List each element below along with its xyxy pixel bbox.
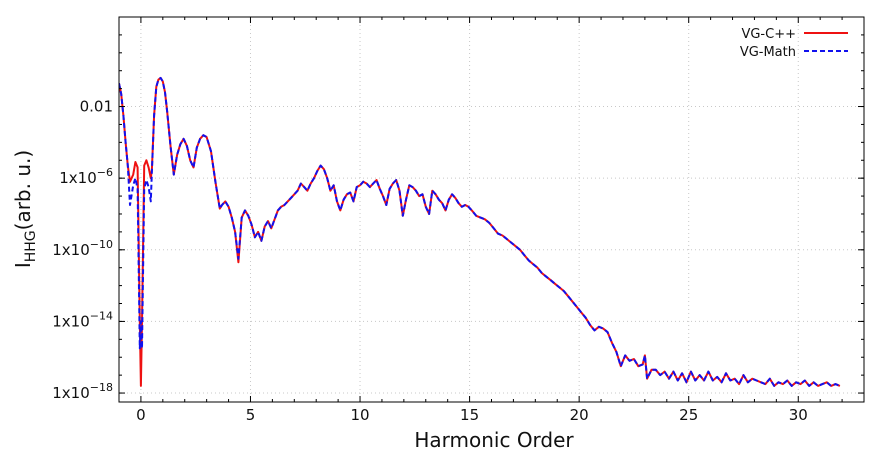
y-axis-title-sub: HHG <box>23 230 39 262</box>
series-layer <box>119 76 841 387</box>
x-tick-label: 10 <box>350 406 369 424</box>
y-axis-title: IHHG(arb. u.) <box>11 150 39 268</box>
y-tick-label-base: 0.01 <box>80 98 113 116</box>
y-tick-label-base: 1x10 <box>59 169 97 187</box>
x-axis-title: Harmonic Order <box>414 428 574 452</box>
grid-lines <box>119 17 864 402</box>
y-tick-label-base: 1x10 <box>52 312 90 330</box>
legend-label-vg-math: VG-Math <box>740 45 796 60</box>
x-tick-label: 30 <box>789 406 808 424</box>
y-axis-title-tail: (arb. u.) <box>11 150 35 231</box>
y-tick-label: 0.01 <box>80 98 113 116</box>
legend: VG-C++ VG-Math <box>740 27 848 60</box>
series-line-vg-cpp <box>119 76 841 387</box>
y-tick-label-base: 1x10 <box>52 384 90 402</box>
x-tick-labels: 0 5 10 15 20 25 30 <box>136 406 808 424</box>
x-tick-label: 20 <box>570 406 589 424</box>
axis-ticks <box>118 16 865 402</box>
y-tick-label-exp: −6 <box>97 166 113 179</box>
x-tick-label: 0 <box>136 406 146 424</box>
series-line-vg-math <box>119 76 841 387</box>
y-tick-label-exp: −14 <box>90 309 113 322</box>
x-tick-label: 25 <box>679 406 698 424</box>
y-axis-title-main: I <box>11 262 35 268</box>
x-tick-label: 5 <box>246 406 256 424</box>
legend-label-vg-cpp: VG-C++ <box>741 27 796 42</box>
y-tick-label-exp: −10 <box>90 238 113 251</box>
y-tick-label: 1x10−14 <box>52 309 113 330</box>
y-tick-label: 1x10−18 <box>52 381 113 402</box>
x-tick-label: 15 <box>460 406 479 424</box>
y-tick-label-exp: −18 <box>90 381 113 394</box>
y-tick-label: 1x10−10 <box>52 238 113 259</box>
y-tick-label-base: 1x10 <box>52 241 90 259</box>
plot-frame <box>118 16 865 403</box>
y-tick-label: 1x10−6 <box>59 166 113 187</box>
